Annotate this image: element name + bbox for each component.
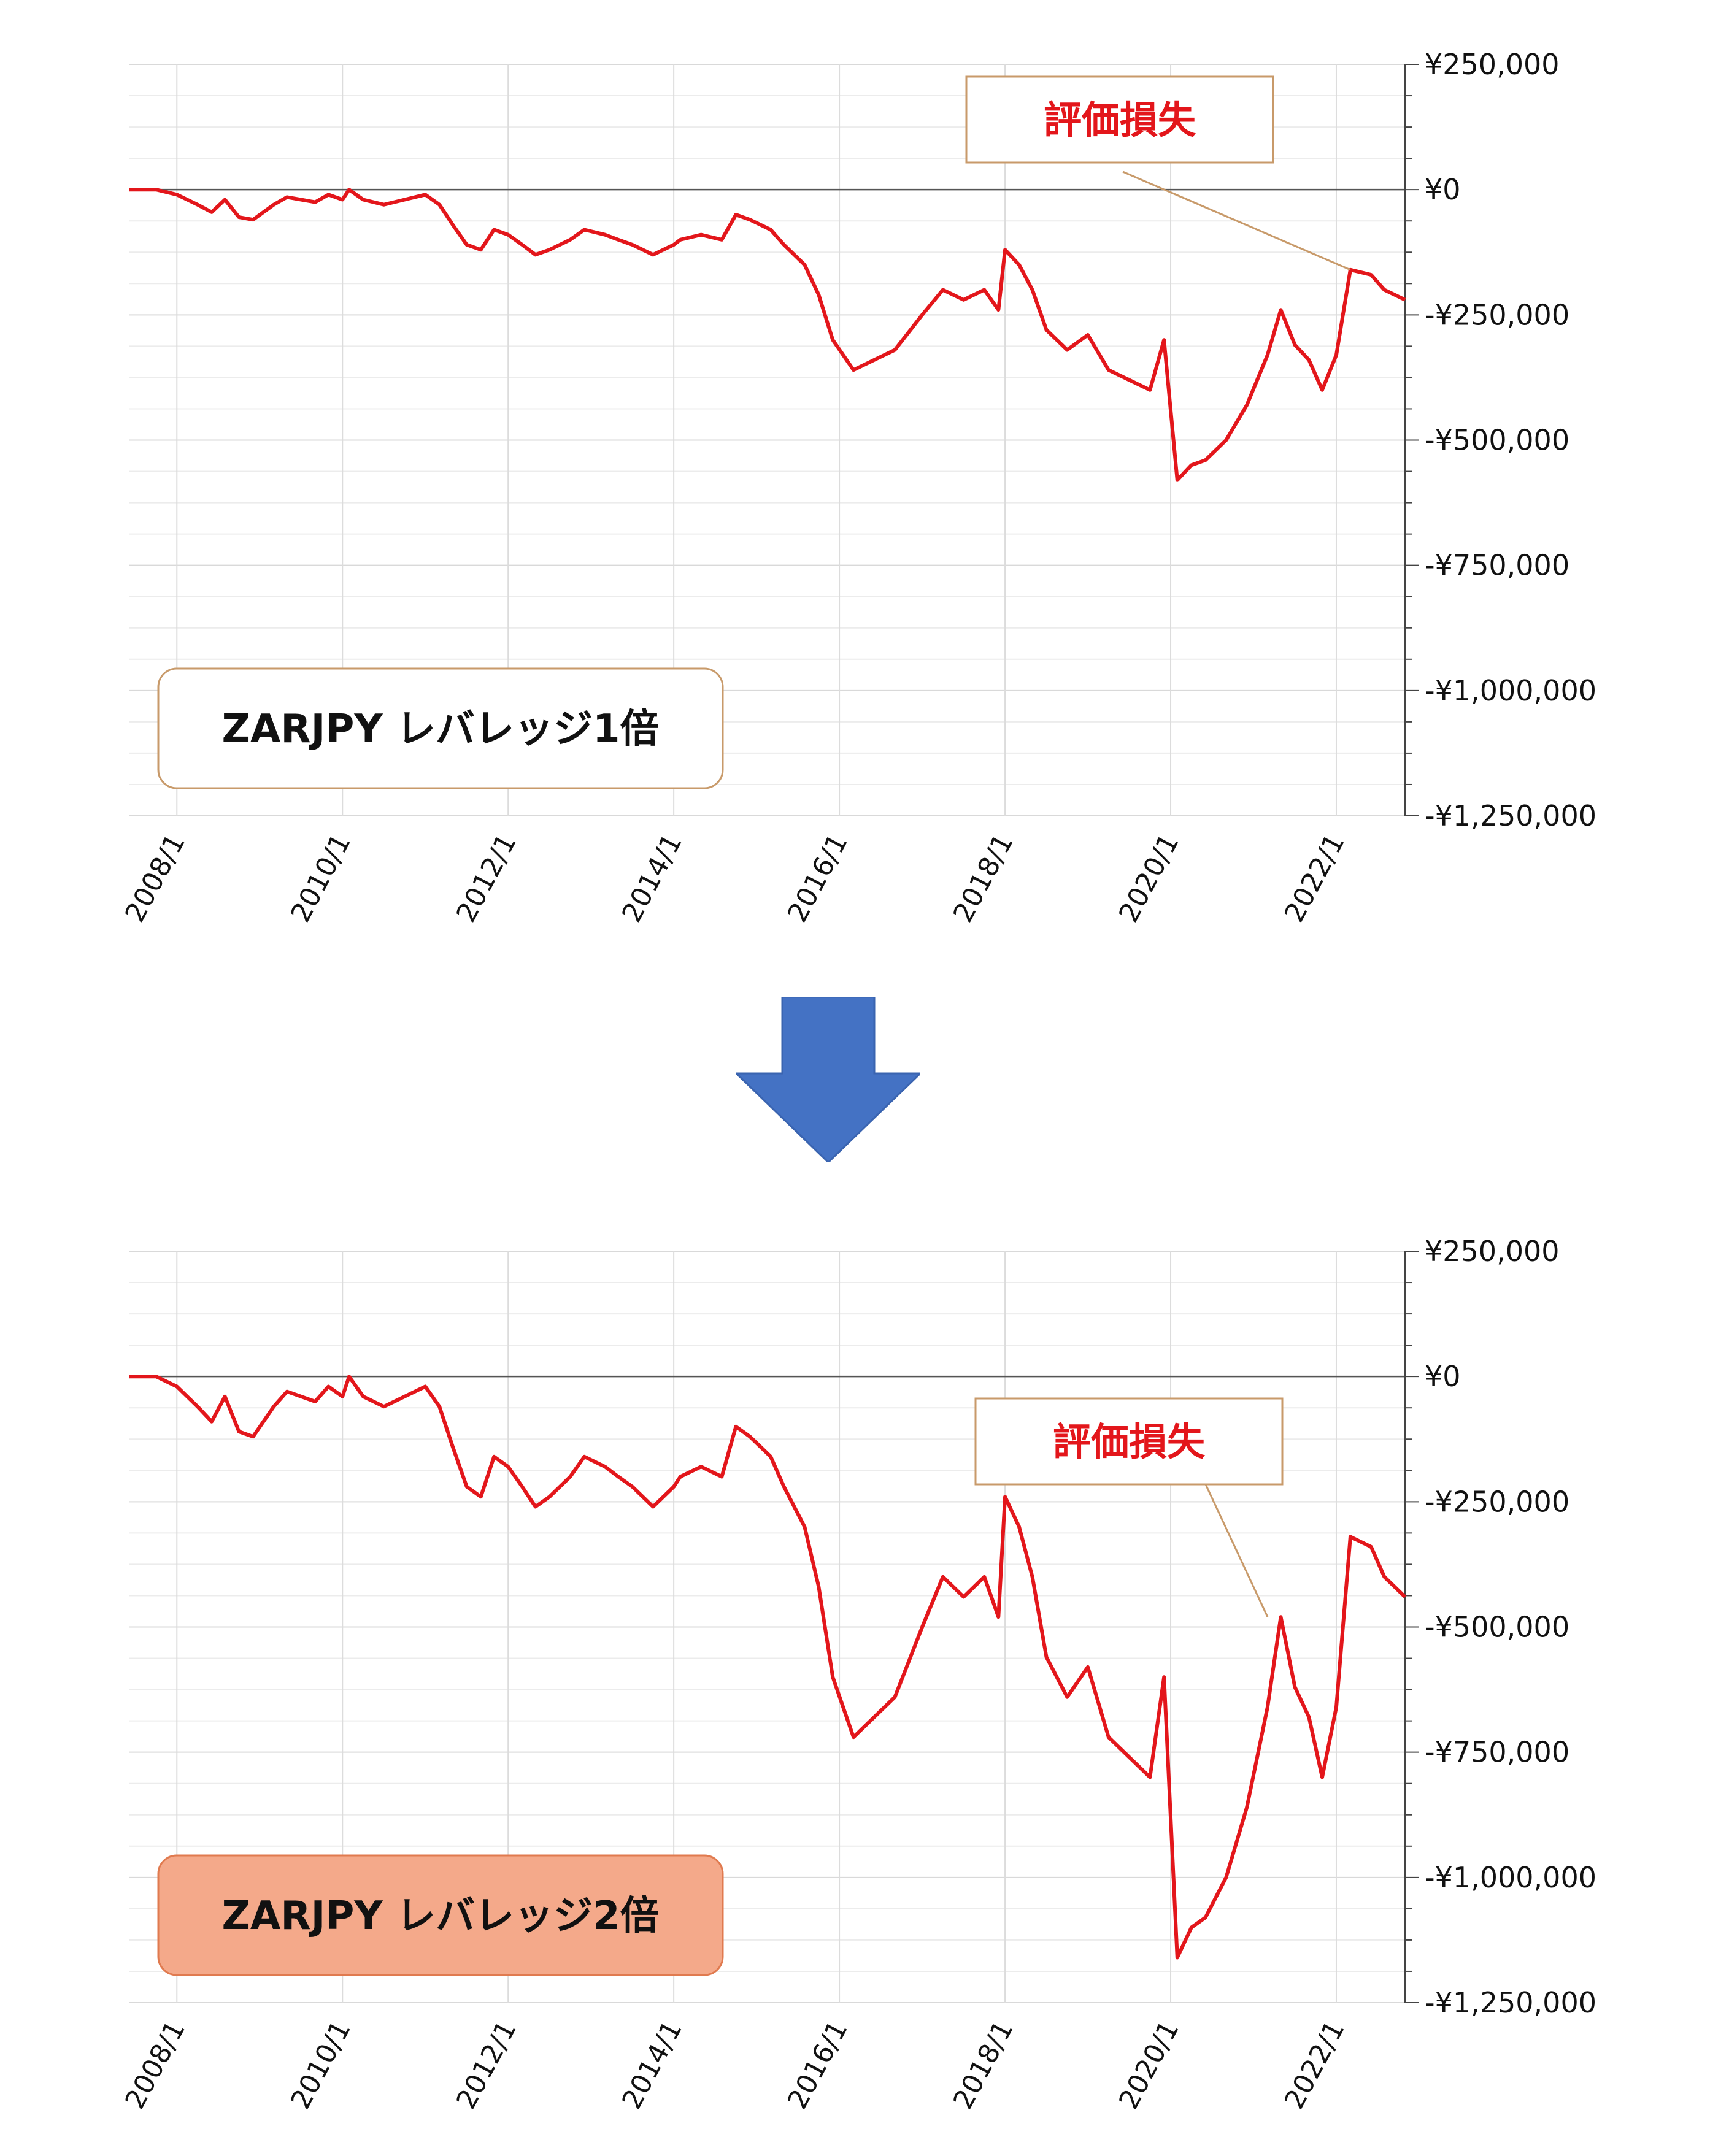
y-tick-label: -¥500,000 [1425, 424, 1569, 457]
y-tick-label: ¥250,000 [1425, 48, 1560, 81]
chart-leverage-2x: ¥250,000 ¥0 -¥250,000 -¥500,000 -¥750,000 -¥1… [119, 1235, 1596, 2114]
y-tick-label: ¥0 [1425, 173, 1461, 206]
y-tick-label: -¥1,000,000 [1425, 674, 1596, 707]
x-tick-label: 2022/1 [1279, 2016, 1351, 2114]
y-tick-label: -¥250,000 [1425, 1485, 1569, 1518]
y-tick-label: -¥1,250,000 [1425, 1986, 1596, 2019]
x-tick-label: 2012/1 [450, 2016, 523, 2114]
x-tick-label: 2008/1 [119, 2016, 191, 2114]
x-tick-label: 2014/1 [616, 2016, 688, 2114]
y-tick-label: ¥0 [1425, 1360, 1461, 1393]
series [129, 1375, 1407, 1960]
callout-leader-line [1204, 1484, 1269, 1617]
chart-grid [129, 64, 1405, 816]
callout: 評価損失 [974, 1397, 1284, 1617]
x-axis: 2008/1 2010/1 2012/1 2014/1 2016/1 2018/1 2020… [119, 829, 1350, 927]
x-tick-label: 2012/1 [450, 829, 523, 927]
x-tick-label: 2018/1 [947, 2016, 1020, 2114]
series-label: ZARJPY レバレッジ1倍 [157, 667, 724, 789]
series-label-box [157, 667, 724, 789]
chart-leverage-1x: ¥250,000 ¥0 -¥250,000 -¥500,000 -¥750,000 -¥1… [119, 48, 1596, 927]
x-tick-label: 2016/1 [782, 2016, 854, 2114]
y-tick-label: -¥750,000 [1425, 549, 1569, 582]
y-tick-label: -¥750,000 [1425, 1736, 1569, 1769]
x-tick-label: 2010/1 [285, 2016, 357, 2114]
callout-box [974, 1397, 1284, 1486]
series-label: ZARJPY レバレッジ2倍 [157, 1854, 724, 1976]
y-axis: ¥250,000 ¥0 -¥250,000 -¥500,000 -¥750,000 -¥1… [1404, 1235, 1596, 2019]
x-tick-label: 2018/1 [947, 829, 1020, 927]
y-tick-label: -¥500,000 [1425, 1611, 1569, 1644]
down-arrow-shape [736, 997, 920, 1162]
callout-text: 評価損失 [1044, 98, 1196, 142]
series-label-text: ZARJPY レバレッジ2倍 [221, 1893, 659, 1939]
series-line [129, 188, 1406, 482]
y-tick-label: ¥250,000 [1425, 1235, 1560, 1268]
series-label-text: ZARJPY レバレッジ1倍 [221, 707, 659, 752]
series [129, 188, 1406, 482]
x-tick-label: 2016/1 [782, 829, 854, 927]
x-tick-label: 2020/1 [1113, 829, 1185, 927]
y-tick-label: -¥1,250,000 [1425, 799, 1596, 832]
callout-text: 評価損失 [1053, 1419, 1206, 1464]
series-label-box [157, 1854, 724, 1976]
callout-leader-line [1122, 171, 1351, 271]
x-tick-label: 2022/1 [1279, 829, 1351, 927]
x-tick-label: 2008/1 [119, 829, 191, 927]
x-axis: 2008/1 2010/1 2012/1 2014/1 2016/1 2018/1 2020… [119, 2016, 1350, 2114]
x-tick-label: 2010/1 [285, 829, 357, 927]
callout-box [965, 75, 1274, 164]
y-axis: ¥250,000 ¥0 -¥250,000 -¥500,000 -¥750,000 -¥1… [1404, 48, 1596, 832]
x-tick-label: 2014/1 [616, 829, 688, 927]
down-arrow-icon [736, 997, 920, 1162]
callout: 評価損失 [965, 75, 1351, 271]
y-tick-label: -¥250,000 [1425, 298, 1569, 331]
series-line [129, 1375, 1407, 1960]
x-tick-label: 2020/1 [1113, 2016, 1185, 2114]
y-tick-label: -¥1,000,000 [1425, 1861, 1596, 1894]
